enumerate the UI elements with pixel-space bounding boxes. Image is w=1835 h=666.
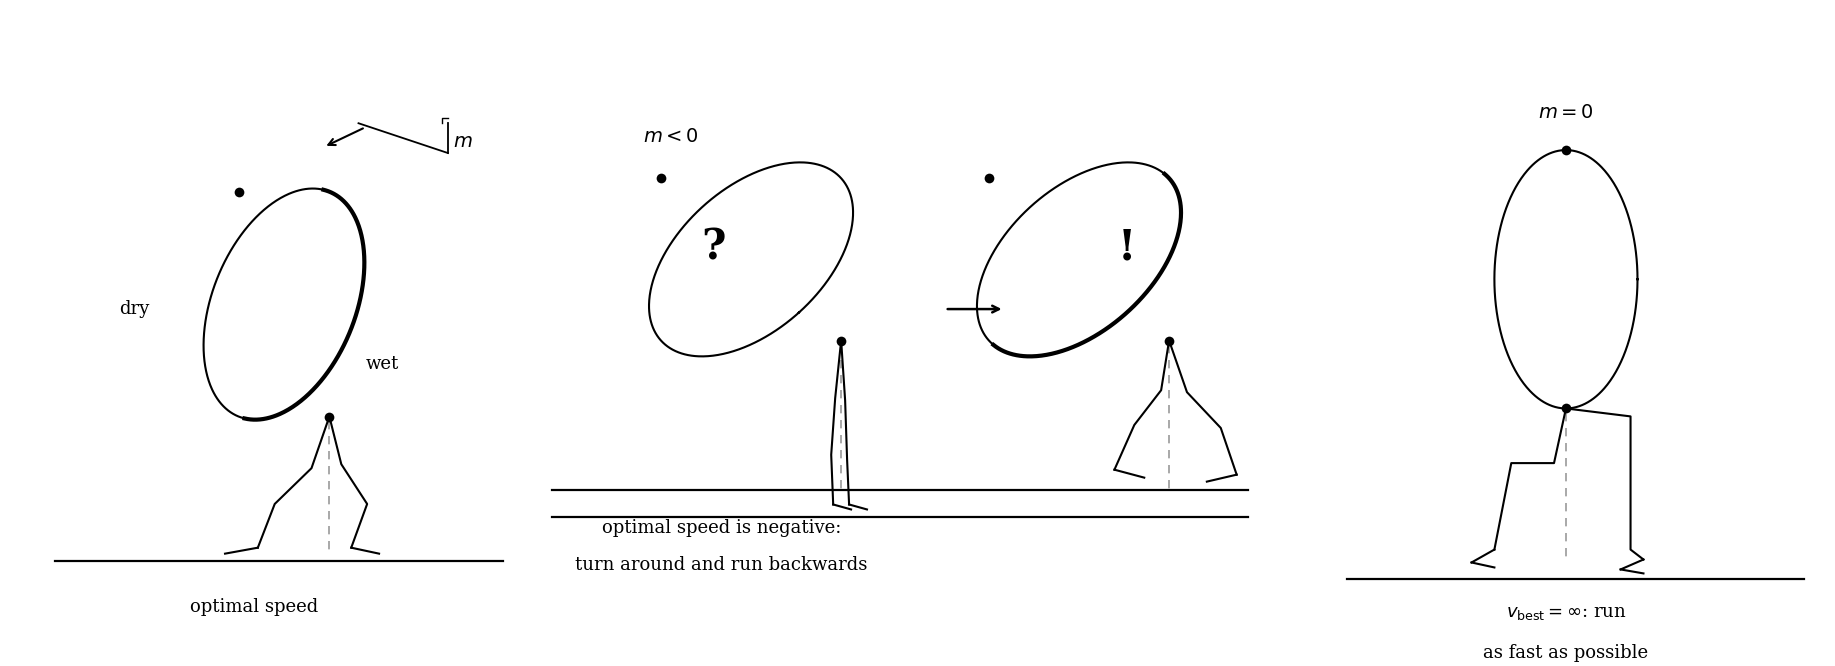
Text: $m < 0$: $m < 0$ bbox=[642, 129, 699, 147]
Text: turn around and run backwards: turn around and run backwards bbox=[574, 556, 868, 574]
Text: $m = 0$: $m = 0$ bbox=[1538, 105, 1595, 123]
Text: optimal speed: optimal speed bbox=[191, 598, 317, 616]
Text: $m$: $m$ bbox=[453, 133, 473, 151]
Text: dry: dry bbox=[119, 300, 150, 318]
Text: ?: ? bbox=[701, 226, 725, 268]
Text: wet: wet bbox=[365, 355, 398, 373]
Text: !: ! bbox=[1118, 226, 1136, 268]
Text: optimal speed is negative:: optimal speed is negative: bbox=[602, 519, 840, 537]
Text: as fast as possible: as fast as possible bbox=[1483, 644, 1648, 662]
Text: $v_{\mathrm{best}} = \infty$: run: $v_{\mathrm{best}} = \infty$: run bbox=[1505, 604, 1626, 622]
